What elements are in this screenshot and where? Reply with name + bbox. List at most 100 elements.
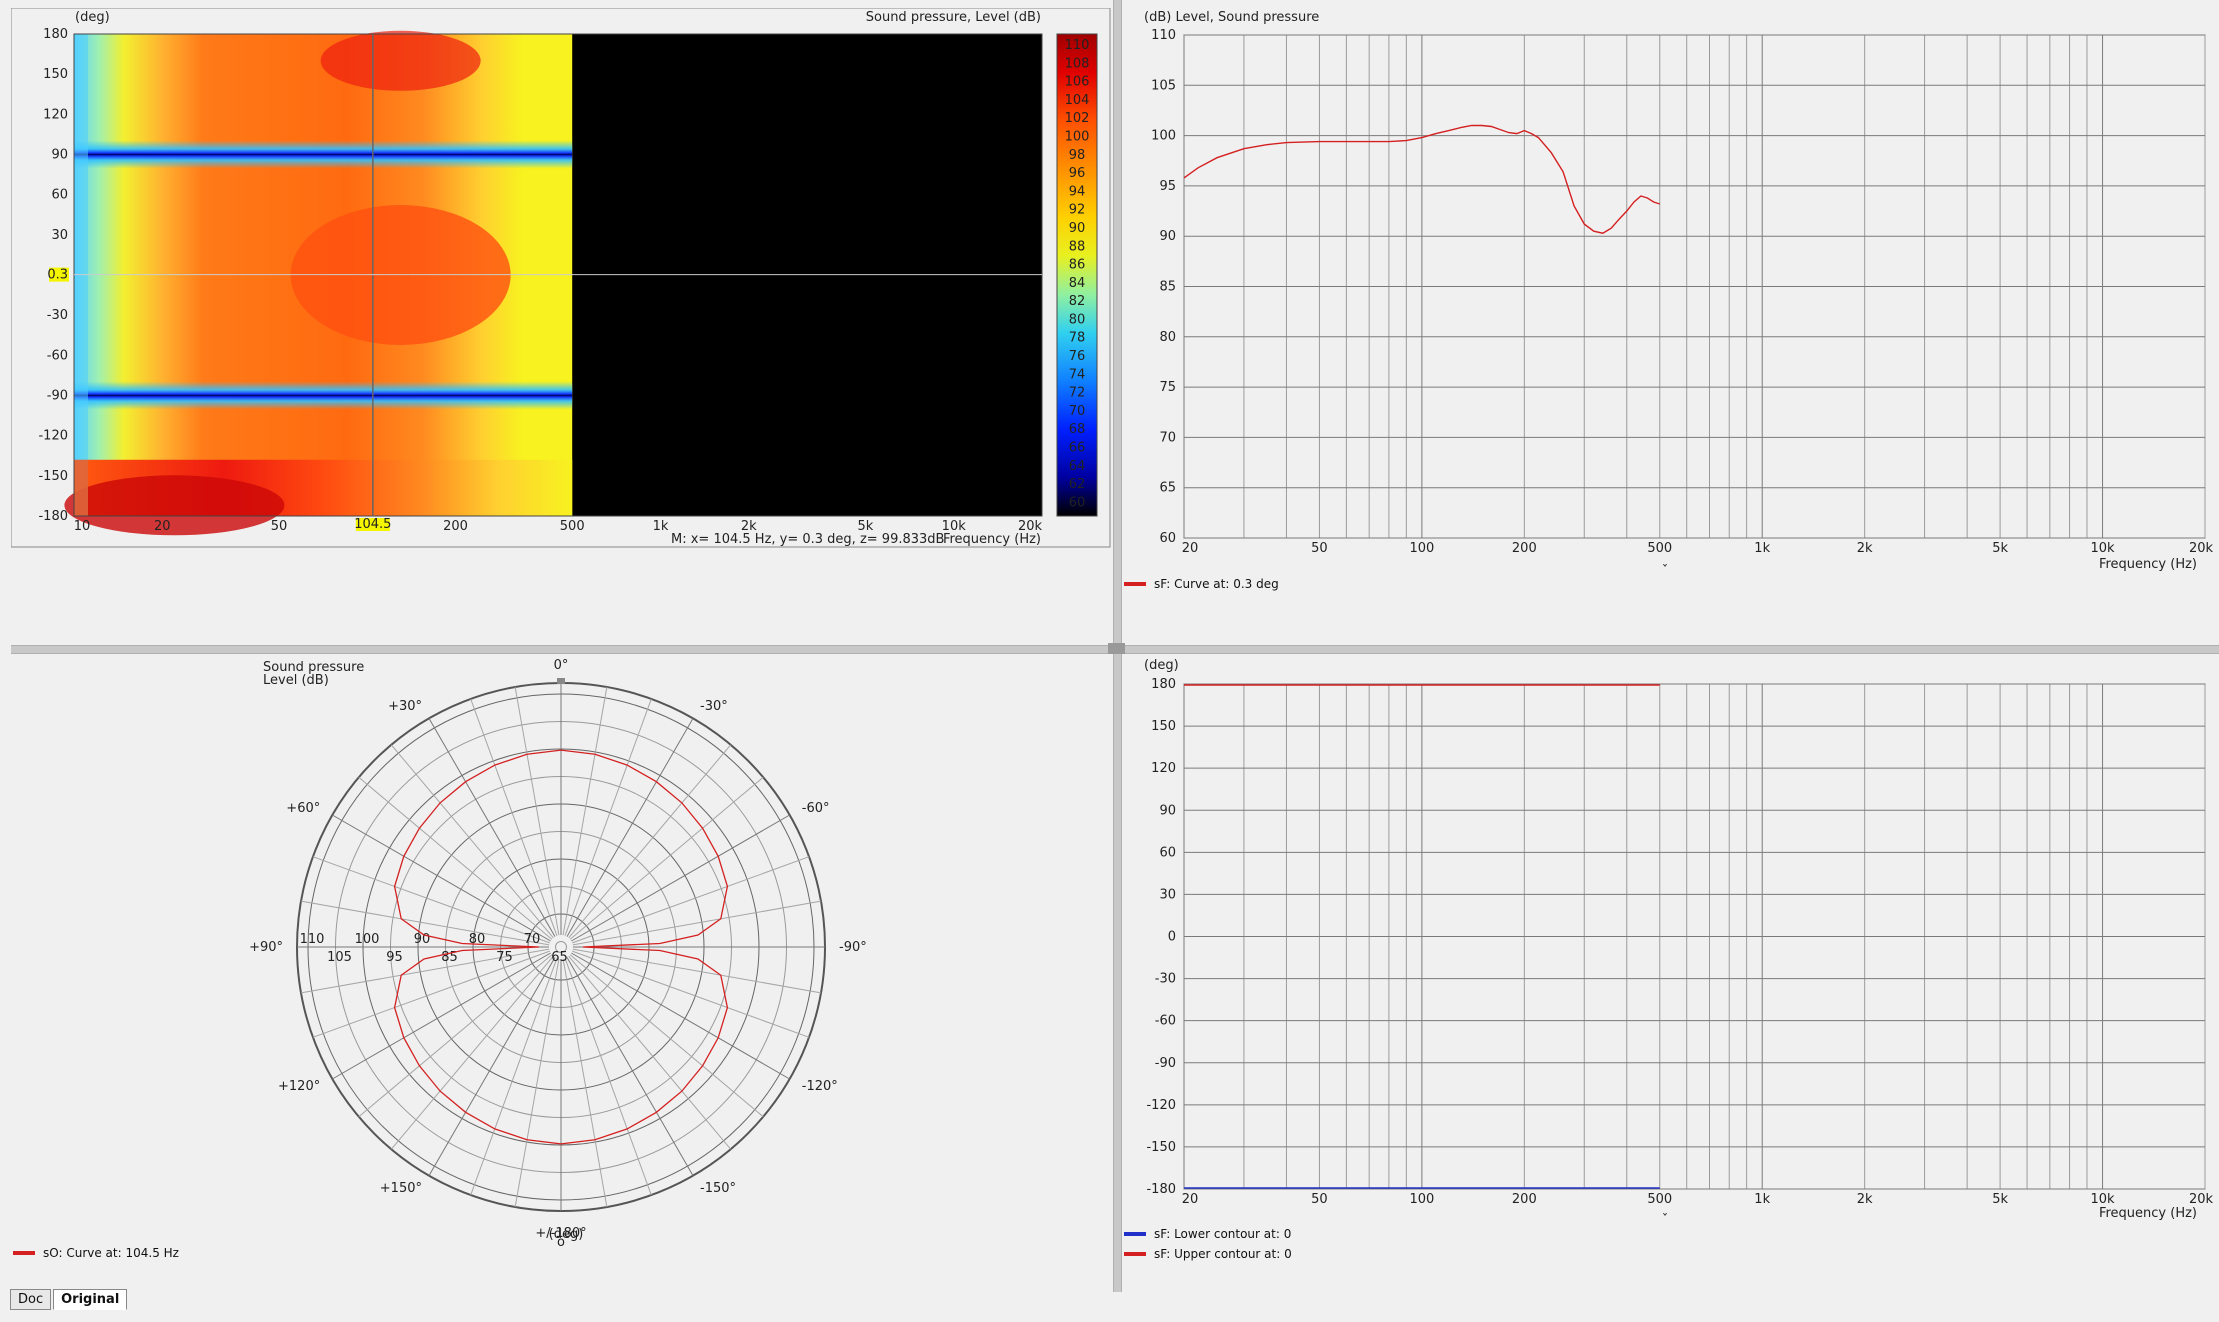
polar-spoke — [358, 954, 553, 1118]
polar-top-marker — [557, 678, 565, 684]
heatmap-y-tick: -60 — [47, 348, 68, 363]
polar-chart[interactable]: Sound pressure Level (dB) 0° +30° -30° +60°… — [11, 655, 1111, 1255]
polar-spoke — [571, 952, 790, 1080]
colorbar-frame — [1056, 33, 1098, 517]
freq-grid-x-tick: 50 — [1311, 541, 1328, 556]
colorbar-tick: 108 — [1065, 56, 1090, 71]
freq-grid-y-tick: 90 — [1159, 229, 1176, 244]
heatmap-y-tick: 150 — [43, 67, 68, 82]
heatmap-y-tick: 180 — [43, 27, 68, 42]
freq-grid-x-tick: 500 — [1647, 541, 1672, 556]
phase-grid-x-tick: 20 — [1182, 1192, 1199, 1207]
polar-curve-line — [393, 749, 729, 1145]
polar-spoke — [572, 900, 822, 946]
heatmap-y-tick: 90 — [51, 148, 68, 163]
phase-y-tick: 0 — [1168, 930, 1176, 945]
polar-angle-label: +/-180° — [535, 1226, 586, 1241]
phase-panel: (deg) 20 50 100 200 500 1k 2k 5k 10k 20k 180 150 120… — [1122, 655, 2219, 1261]
phase-chart[interactable]: (deg) 20 50 100 200 500 1k 2k 5k 10k 20k 180 150 120… — [1122, 655, 2219, 1228]
polar-spoke — [566, 957, 694, 1176]
colorbar-tick: 98 — [1069, 148, 1086, 163]
freq-grid-x-tick: 5k — [1992, 541, 2008, 556]
colorbar-tick: 82 — [1069, 294, 1086, 309]
polar-angle-label: -30° — [700, 699, 728, 714]
phase-grid-x-tick: 1k — [1754, 1192, 1770, 1207]
polar-ring-label: 70 — [524, 932, 541, 947]
polar-ring-label: 75 — [496, 950, 513, 965]
polar-angle-label: +120° — [278, 1079, 320, 1094]
heatmap-x-tick: 10k — [942, 519, 967, 534]
polar-spoke — [572, 856, 810, 944]
polar-title-line1: Sound pressure — [263, 660, 364, 675]
phase-grid-x-tick: 5k — [1992, 1192, 2008, 1207]
heatmap-y-tick: -120 — [38, 429, 68, 444]
freq-grid-x-tick: 10k — [2091, 541, 2116, 556]
polar-panel: Sound pressure Level (dB) 0° +30° -30° +60°… — [11, 655, 1111, 1260]
heatmap-cursor-x-label: 104.5 — [354, 517, 391, 532]
polar-spoke — [300, 900, 550, 946]
freq-header: (dB) Level, Sound pressure — [1144, 10, 1319, 25]
polar-spoke — [572, 950, 810, 1038]
polar-spoke — [470, 698, 558, 936]
tab-original[interactable]: Original — [53, 1289, 128, 1310]
horizontal-splitter-right[interactable] — [1120, 645, 2219, 654]
heatmap-x-tick: 20k — [1018, 519, 1043, 534]
colorbar-tick: 72 — [1069, 386, 1086, 401]
phase-grid-x-tick: 50 — [1311, 1192, 1328, 1207]
polar-ring-label: 100 — [355, 932, 380, 947]
freq-grid-y-tick: 65 — [1159, 481, 1176, 496]
freq-grid-x-tick: 1k — [1754, 541, 1770, 556]
polar-spoke — [562, 958, 608, 1208]
freq-grid-x-tick: 20k — [2189, 541, 2214, 556]
heatmap-panel: (deg) Sound pressure, Level (dB) 180 150 1… — [10, 7, 1111, 548]
freq-grid-y-tick: 70 — [1159, 430, 1176, 445]
phase-y-tick: 90 — [1159, 803, 1176, 818]
heatmap-x-tick: 20 — [154, 519, 171, 534]
polar-angle-label: +30° — [388, 699, 422, 714]
heatmap-y-tick: -30 — [47, 308, 68, 323]
freq-grid-y-tick: 80 — [1159, 330, 1176, 345]
phase-y-tick: -120 — [1146, 1098, 1176, 1113]
splitter-handle[interactable] — [1108, 643, 1125, 654]
colorbar-tick: 96 — [1069, 166, 1086, 181]
frequency-response-chart[interactable]: (dB) Level, Sound pressure 110 105 100 95 90… — [1122, 8, 2219, 583]
heatmap-y-tick: -150 — [38, 469, 68, 484]
heatmap-x-tick: 200 — [443, 519, 468, 534]
phase-y-tick: -60 — [1155, 1014, 1176, 1029]
colorbar-tick: 62 — [1069, 477, 1086, 492]
colorbar-tick: 92 — [1069, 203, 1086, 218]
polar-angle-label: -60° — [802, 801, 830, 816]
heatmap-x-tick: 2k — [741, 519, 757, 534]
polar-angle-label: -150° — [700, 1181, 736, 1196]
heatmap-chart[interactable]: (deg) Sound pressure, Level (dB) 180 150 1… — [10, 7, 1111, 548]
freq-cursor-mark: ˇ — [1662, 564, 1669, 579]
heatmap-core-top — [320, 30, 481, 91]
polar-spoke — [514, 958, 560, 1208]
phase-y-tick: -150 — [1146, 1140, 1176, 1155]
freq-legend: sF: Curve at: 0.3 deg — [1124, 577, 1279, 591]
colorbar-tick: 64 — [1069, 459, 1086, 474]
polar-ring-label: 95 — [386, 950, 403, 965]
colorbar-tick: 110 — [1065, 38, 1090, 53]
polar-spoke — [514, 686, 560, 936]
phase-y-tick: -30 — [1155, 972, 1176, 987]
heatmap-field — [64, 30, 573, 536]
heatmap-x-title: Frequency (Hz) — [943, 532, 1041, 547]
tab-doc[interactable]: Doc — [10, 1289, 52, 1310]
polar-spoke — [358, 776, 553, 940]
polar-title-line2: Level (dB) — [263, 673, 329, 688]
heatmap-x-tick: 1k — [653, 519, 669, 534]
phase-y-tick: -180 — [1146, 1182, 1176, 1197]
heatmap-x-tick: 10 — [74, 519, 91, 534]
polar-origin-mark: o — [557, 1235, 565, 1250]
polar-spoke — [562, 686, 608, 936]
heatmap-null-band-plus90 — [74, 140, 573, 169]
horizontal-splitter-left[interactable] — [11, 645, 1113, 654]
freq-curve-line — [1183, 124, 1661, 234]
polar-spoke — [428, 718, 556, 937]
freq-grid-y-tick: 60 — [1159, 531, 1176, 546]
colorbar-tick: 70 — [1069, 404, 1086, 419]
freq-grid-y-tick: 75 — [1159, 380, 1176, 395]
polar-spoke — [332, 952, 551, 1080]
heatmap-y-tick: 60 — [51, 188, 68, 203]
